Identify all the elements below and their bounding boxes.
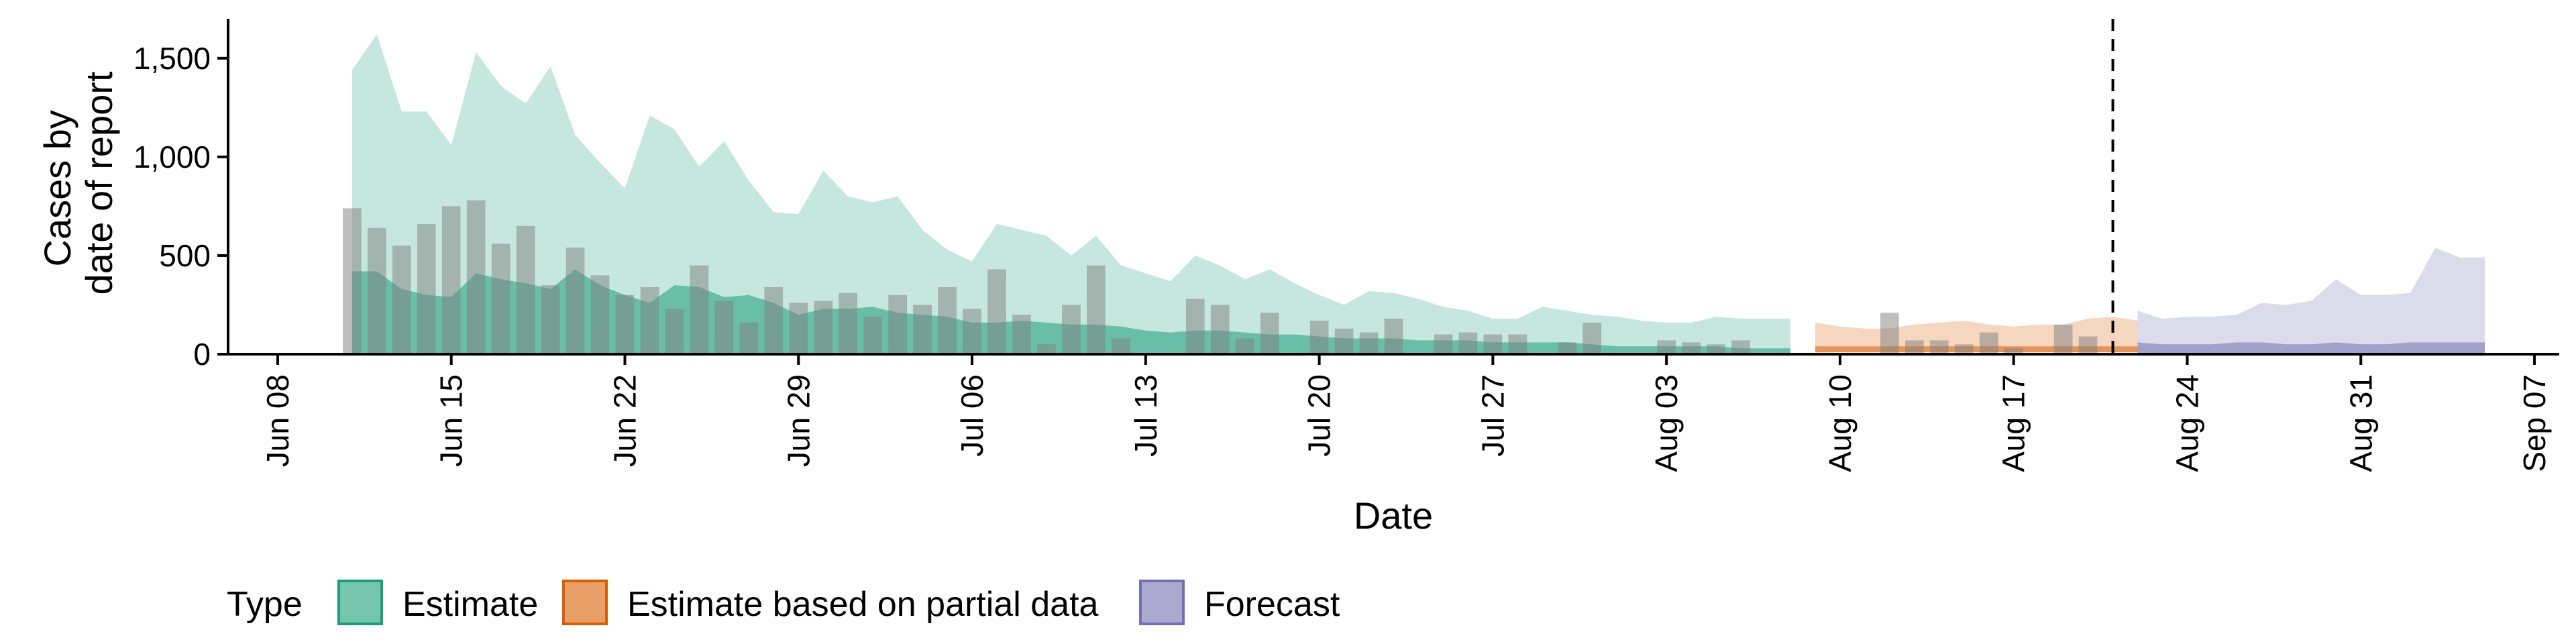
x-tick-label: Aug 10 bbox=[1823, 374, 1858, 472]
y-ticks: 0 500 1,000 1,500 bbox=[133, 41, 228, 372]
reported-case-bar bbox=[1905, 340, 1924, 354]
legend-label-partial: Estimate based on partial data bbox=[627, 585, 1099, 624]
reported-case-bar bbox=[1880, 313, 1899, 354]
reported-case-bar bbox=[863, 317, 882, 354]
reported-case-bar bbox=[1359, 332, 1379, 354]
legend-label-forecast: Forecast bbox=[1204, 585, 1340, 624]
y-tick-label: 1,000 bbox=[133, 140, 211, 174]
reported-case-bar bbox=[466, 200, 486, 354]
reported-case-bar bbox=[491, 244, 511, 354]
reported-case-bar bbox=[665, 309, 684, 354]
x-tick-label: Jul 27 bbox=[1475, 374, 1510, 457]
y-tick-label: 1,500 bbox=[133, 41, 211, 76]
reported-case-bar bbox=[1309, 321, 1329, 354]
estimate-band-50 bbox=[352, 269, 1790, 354]
x-tick-label: Jul 06 bbox=[955, 374, 989, 457]
ribbons-layer bbox=[352, 34, 2485, 354]
x-tick-label: Aug 17 bbox=[1996, 374, 2031, 472]
reported-case-bar bbox=[590, 275, 610, 354]
reported-case-bar bbox=[615, 294, 635, 354]
reported-case-bar bbox=[1062, 305, 1081, 354]
reported-case-bar bbox=[1508, 334, 1527, 354]
x-tick-label: Jul 20 bbox=[1302, 374, 1337, 457]
reported-case-bar bbox=[417, 223, 436, 354]
reported-case-bar bbox=[1682, 342, 1701, 354]
legend-key-partial bbox=[562, 580, 608, 625]
reported-case-bar bbox=[1558, 342, 1577, 354]
y-axis-title: Cases by date of report bbox=[36, 71, 120, 295]
reported-case-bar bbox=[516, 225, 535, 354]
reported-case-bar bbox=[963, 309, 981, 354]
legend-label-estimate: Estimate bbox=[402, 585, 538, 624]
reported-case-bar bbox=[1582, 322, 1602, 354]
reported-case-bar bbox=[2078, 336, 2098, 354]
reported-case-bar bbox=[640, 287, 659, 354]
reported-case-bar bbox=[1731, 340, 1750, 354]
x-axis-title: Date bbox=[1354, 494, 1433, 537]
reported-case-bar bbox=[2004, 348, 2023, 354]
x-tick-label: Jul 13 bbox=[1128, 374, 1163, 457]
reported-case-bar bbox=[1458, 332, 1478, 354]
reported-case-bar bbox=[1334, 328, 1354, 354]
reported-case-bar bbox=[566, 248, 585, 354]
legend-title: Type bbox=[227, 585, 303, 624]
x-tick-label: Jun 22 bbox=[608, 374, 643, 467]
reported-case-bar bbox=[2053, 324, 2073, 354]
reported-case-bar bbox=[789, 303, 808, 354]
x-ticks: Jun 08 Jun 15 Jun 22 Jun 29 Jul 06 Jul 13 Jul … bbox=[260, 354, 2552, 472]
reported-case-bar bbox=[367, 227, 386, 354]
reported-cases-bars bbox=[343, 200, 2098, 354]
reported-case-bar bbox=[913, 305, 932, 354]
reported-case-bar bbox=[1210, 305, 1230, 354]
x-tick-label: Jun 29 bbox=[781, 374, 816, 467]
reported-case-bar bbox=[1483, 334, 1503, 354]
reported-case-bar bbox=[1112, 338, 1130, 354]
y-tick-label: 500 bbox=[159, 238, 211, 273]
legend-key-forecast bbox=[1139, 580, 1185, 625]
legend: Type Estimate Estimate based on partial … bbox=[227, 580, 1340, 625]
x-tick-label: Sep 07 bbox=[2517, 374, 2552, 472]
reported-case-bar bbox=[764, 287, 784, 354]
reported-case-bar bbox=[839, 292, 857, 354]
reported-case-bar bbox=[1979, 332, 1998, 354]
forecast-band-50 bbox=[2137, 342, 2485, 354]
reported-case-bar bbox=[1434, 334, 1453, 354]
reported-case-bar bbox=[343, 208, 362, 354]
reported-case-bar bbox=[1384, 319, 1403, 354]
reported-case-bar bbox=[1954, 344, 1974, 354]
x-tick-label: Aug 24 bbox=[2170, 374, 2205, 472]
reported-case-bar bbox=[739, 322, 759, 354]
reported-case-bar bbox=[1260, 313, 1279, 354]
reported-case-bar bbox=[1185, 299, 1205, 354]
estimate-band-90 bbox=[352, 34, 1790, 354]
x-tick-label: Aug 31 bbox=[2343, 374, 2378, 472]
x-tick-label: Jun 08 bbox=[260, 374, 295, 467]
reported-case-bar bbox=[1929, 340, 1949, 354]
x-tick-label: Aug 03 bbox=[1649, 374, 1684, 472]
reported-case-bar bbox=[714, 301, 734, 354]
reported-case-bar bbox=[938, 287, 957, 354]
reported-case-bar bbox=[1012, 315, 1031, 354]
reported-case-bar bbox=[888, 294, 907, 354]
reported-case-bar bbox=[1707, 344, 1725, 354]
y-axis-title-line-2: date of report bbox=[78, 71, 120, 295]
reported-case-bar bbox=[814, 301, 833, 354]
reported-case-bar bbox=[392, 246, 411, 354]
reported-case-bar bbox=[987, 269, 1006, 354]
reported-case-bar bbox=[541, 285, 560, 354]
forecast-band-90 bbox=[2137, 248, 2485, 354]
reported-case-bar bbox=[1657, 340, 1676, 354]
y-axis-title-line-1: Cases by bbox=[36, 110, 78, 266]
y-tick-label: 0 bbox=[193, 337, 211, 372]
legend-key-estimate bbox=[337, 580, 383, 625]
reported-case-bar bbox=[1235, 338, 1254, 354]
reported-case-bar bbox=[441, 206, 461, 354]
x-tick-label: Jun 15 bbox=[434, 374, 469, 467]
reported-case-bar bbox=[1087, 265, 1106, 354]
axes bbox=[227, 19, 2559, 356]
reported-case-bar bbox=[1037, 344, 1056, 354]
reported-case-bar bbox=[690, 265, 709, 354]
